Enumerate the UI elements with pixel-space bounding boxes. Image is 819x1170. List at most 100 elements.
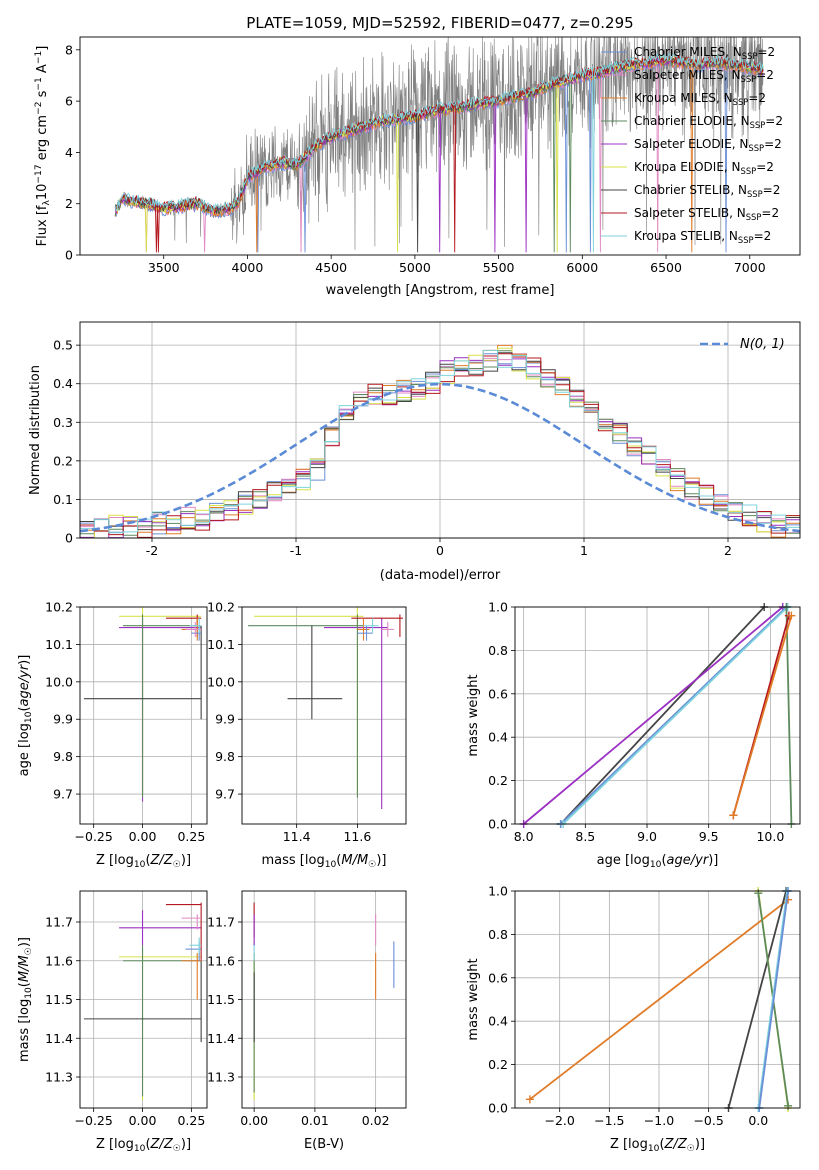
mass-weight-line bbox=[559, 606, 765, 825]
x-tick-label: 0.01 bbox=[301, 1113, 329, 1128]
y-tick-label: 9.7 bbox=[53, 787, 73, 802]
plot-area bbox=[525, 887, 793, 1112]
y-tick-label: 11.4 bbox=[45, 1031, 73, 1046]
weight-vs-metallicity-panel: −2.0 −1.5 −1.0 −0.5 0.0 0.0 0.2 0.4 0.6 0.8 1.0 Z [… bbox=[466, 884, 801, 1154]
grid-lines bbox=[242, 891, 406, 1108]
x-axis-label: E(B-V) bbox=[304, 1137, 344, 1152]
mass-weight-line bbox=[785, 606, 793, 825]
legend: N(0, 1) bbox=[700, 337, 785, 352]
grid-lines bbox=[515, 606, 800, 825]
x-axis-label: (data-model)/error bbox=[380, 568, 501, 583]
legend-label: Chabrier STELIB, NSSP=2 bbox=[634, 183, 780, 199]
age-vs-metallicity-panel: −0.25 0.00 0.25 9.7 9.8 9.9 10.0 10.1 10.2 Z [log… bbox=[17, 600, 208, 870]
y-tick-label: 11.4 bbox=[207, 1031, 235, 1046]
error-bar bbox=[119, 607, 202, 795]
y-tick-label: 9.7 bbox=[215, 787, 235, 802]
x-tick-label: −0.5 bbox=[693, 1113, 723, 1128]
y-tick-label: 11.3 bbox=[45, 1070, 73, 1085]
y-tick-label: 0 bbox=[65, 248, 73, 263]
spectrum-panel: 3500 4000 4500 5000 5500 6000 6500 7000 0 2 4 6 8 Cha… bbox=[34, 36, 801, 298]
legend-label: Salpeter MILES, NSSP=2 bbox=[634, 68, 774, 84]
figure-title: PLATE=1059, MJD=52592, FIBERID=0477, z=0… bbox=[246, 14, 633, 32]
error-bar bbox=[83, 960, 202, 1043]
y-tick-label: 0.4 bbox=[53, 376, 73, 391]
y-tick-label: 0.0 bbox=[488, 1101, 508, 1116]
residual-histogram bbox=[79, 353, 800, 538]
x-tick-label: 8.0 bbox=[514, 829, 534, 844]
y-tick-label: 11.7 bbox=[45, 915, 73, 930]
legend-text: Salpeter ELODIE, NSSP=2 bbox=[634, 137, 782, 153]
error-bar bbox=[189, 618, 202, 634]
error-bar bbox=[119, 910, 202, 946]
error-bar bbox=[351, 614, 403, 637]
y-tick-label: 11.7 bbox=[207, 915, 235, 930]
y-axis-label: mass weight bbox=[466, 958, 481, 1040]
axes-frame bbox=[241, 606, 407, 825]
legend-text: Chabrier STELIB, NSSP=2 bbox=[634, 183, 780, 199]
y-axis-label: mass [log10(M/M☉)] bbox=[17, 937, 34, 1062]
legend-label: N(0, 1) bbox=[740, 337, 785, 352]
x-tick-label: 2 bbox=[724, 543, 732, 558]
x-tick-label: −0.25 bbox=[75, 829, 113, 844]
plot-area bbox=[248, 607, 403, 810]
grid-lines bbox=[80, 891, 207, 1108]
y-tick-label: 9.9 bbox=[215, 712, 235, 727]
mass-weight-line bbox=[529, 898, 789, 1101]
mass-weight-line bbox=[727, 890, 787, 1109]
legend-label: Salpeter STELIB, NSSP=2 bbox=[634, 206, 779, 222]
mass-weight-line bbox=[562, 606, 789, 825]
y-tick-label: 4 bbox=[65, 145, 73, 160]
residual-histogram bbox=[79, 352, 800, 538]
x-tick-label: −1.5 bbox=[594, 1113, 624, 1128]
mass-weight-line bbox=[758, 890, 789, 1109]
x-axis-label: Z [log10(Z/Z☉)] bbox=[610, 1137, 705, 1154]
error-bar bbox=[122, 614, 202, 798]
y-axis-label-text: mass [log10(M/M☉)] bbox=[17, 937, 34, 1062]
y-tick-label: 10.0 bbox=[207, 674, 235, 689]
x-tick-label: 3500 bbox=[148, 260, 180, 275]
axis-ticks: −2.0 −1.5 −1.0 −0.5 0.0 0.0 0.2 0.4 0.6 0.8 1.0 bbox=[488, 884, 768, 1129]
mass-weight-line bbox=[732, 615, 793, 816]
x-tick-label: -2 bbox=[146, 543, 158, 558]
y-tick-label: 0.2 bbox=[488, 1057, 508, 1072]
x-tick-label: 0.25 bbox=[177, 1113, 205, 1128]
plot-area bbox=[253, 902, 395, 1101]
error-bar bbox=[181, 953, 202, 1000]
y-axis-label: Normed distribution bbox=[28, 365, 43, 495]
x-axis-label: age [log10(age/yr)] bbox=[597, 853, 719, 870]
x-tick-label: 6000 bbox=[566, 260, 598, 275]
y-axis-label: mass weight bbox=[466, 674, 481, 756]
error-bar bbox=[181, 914, 202, 930]
x-tick-label: 5500 bbox=[483, 260, 515, 275]
axis-ticks: 11.4 11.6 9.7 9.8 9.9 10.0 10.1 10.2 bbox=[207, 600, 371, 845]
model-spectrum-line bbox=[114, 56, 764, 253]
plot-area bbox=[114, 36, 764, 253]
y-tick-label: 2 bbox=[65, 196, 73, 211]
weight-vs-age-panel: 8.0 8.5 9.0 9.5 10.0 0.0 0.2 0.4 0.6 0.8 1.0 age [l… bbox=[466, 600, 801, 870]
axis-ticks: 0.00 0.01 0.02 11.3 11.4 11.5 11.6 11.7 bbox=[207, 915, 389, 1129]
axes-frame bbox=[79, 890, 208, 1109]
y-tick-label: 0.0 bbox=[488, 817, 508, 832]
x-tick-label: 11.4 bbox=[283, 829, 311, 844]
plot-area bbox=[79, 344, 801, 539]
error-bar bbox=[185, 621, 202, 637]
legend-text: Kroupa MILES, NSSP=2 bbox=[634, 91, 766, 107]
axes-frame bbox=[241, 890, 407, 1109]
x-tick-label: 1 bbox=[580, 543, 588, 558]
error-bar bbox=[122, 945, 202, 1097]
axis-ticks: -2 -1 0 1 2 0 0.1 0.2 0.3 0.4 0.5 bbox=[53, 338, 732, 558]
y-axis-label-text: age [log10(age/yr)] bbox=[17, 655, 34, 777]
error-bar bbox=[357, 625, 373, 641]
x-tick-label: 9.0 bbox=[637, 829, 657, 844]
x-tick-label: 7000 bbox=[734, 260, 766, 275]
error-bar bbox=[287, 625, 343, 720]
axes-frame bbox=[79, 321, 801, 539]
axis-ticks: 8.0 8.5 9.0 9.5 10.0 0.0 0.2 0.4 0.6 0.8 1.0 bbox=[488, 600, 784, 845]
plot-area bbox=[519, 603, 796, 828]
error-bar bbox=[324, 618, 388, 810]
legend-label: Kroupa MILES, NSSP=2 bbox=[634, 91, 766, 107]
legend-text: Kroupa STELIB, NSSP=2 bbox=[634, 229, 771, 245]
y-tick-label: 11.6 bbox=[207, 953, 235, 968]
x-tick-label: 4000 bbox=[232, 260, 264, 275]
